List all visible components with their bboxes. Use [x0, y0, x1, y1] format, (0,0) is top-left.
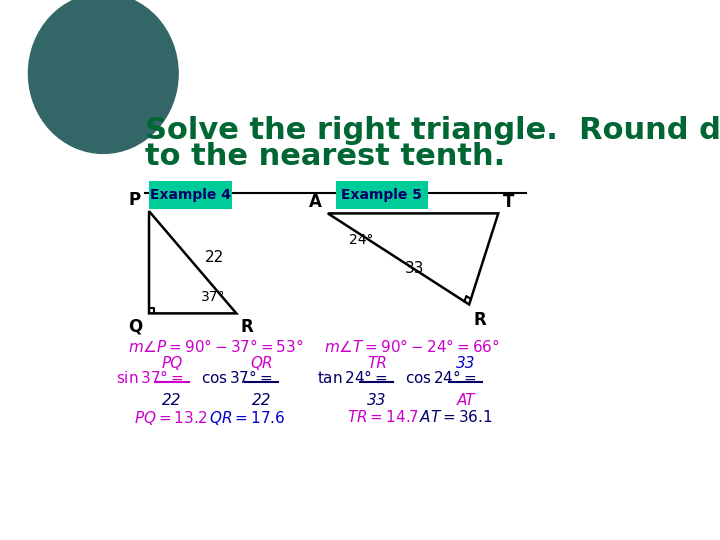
Text: $\tan 24\degree =$: $\tan 24\degree =$	[318, 369, 388, 386]
FancyBboxPatch shape	[336, 181, 428, 209]
Text: 22: 22	[162, 393, 181, 408]
Text: QR: QR	[250, 356, 273, 371]
Text: AT: AT	[456, 393, 475, 408]
Text: R: R	[473, 311, 486, 329]
Text: to the nearest tenth.: to the nearest tenth.	[145, 143, 505, 171]
Text: 33: 33	[456, 356, 476, 371]
Text: $m\angle P = 90\degree - 37\degree = 53\degree$: $m\angle P = 90\degree - 37\degree = 53\…	[128, 338, 304, 355]
Text: P: P	[129, 191, 140, 209]
Text: T: T	[503, 193, 514, 211]
Text: 37°: 37°	[202, 289, 226, 303]
Text: $PQ = 13.2$: $PQ = 13.2$	[135, 409, 208, 427]
Text: PQ: PQ	[161, 356, 182, 371]
Text: 33: 33	[367, 393, 387, 408]
Text: Example 5: Example 5	[341, 188, 423, 202]
Text: TR: TR	[367, 356, 387, 371]
Text: $m\angle T = 90\degree - 24\degree = 66\degree$: $m\angle T = 90\degree - 24\degree = 66\…	[323, 338, 500, 355]
Text: $\cos 37\degree =$: $\cos 37\degree =$	[201, 369, 272, 386]
Text: $TR = 14.7$: $TR = 14.7$	[346, 409, 418, 425]
Text: A: A	[309, 193, 322, 211]
Text: Example 4: Example 4	[150, 188, 231, 202]
Text: 24°: 24°	[348, 233, 373, 247]
Text: 22: 22	[205, 251, 225, 265]
Text: $\sin 37\degree =$: $\sin 37\degree =$	[116, 369, 183, 386]
Text: $\cos 24\degree =$: $\cos 24\degree =$	[405, 369, 476, 386]
Text: $QR = 17.6$: $QR = 17.6$	[210, 409, 286, 427]
Circle shape	[29, 0, 178, 153]
Text: Solve the right triangle.  Round decimals: Solve the right triangle. Round decimals	[145, 116, 720, 145]
FancyBboxPatch shape	[149, 181, 232, 209]
Text: 33: 33	[405, 261, 424, 276]
Text: 22: 22	[251, 393, 271, 408]
Text: R: R	[240, 318, 253, 336]
Text: $AT = 36.1$: $AT = 36.1$	[419, 409, 493, 425]
Text: Q: Q	[129, 318, 143, 336]
